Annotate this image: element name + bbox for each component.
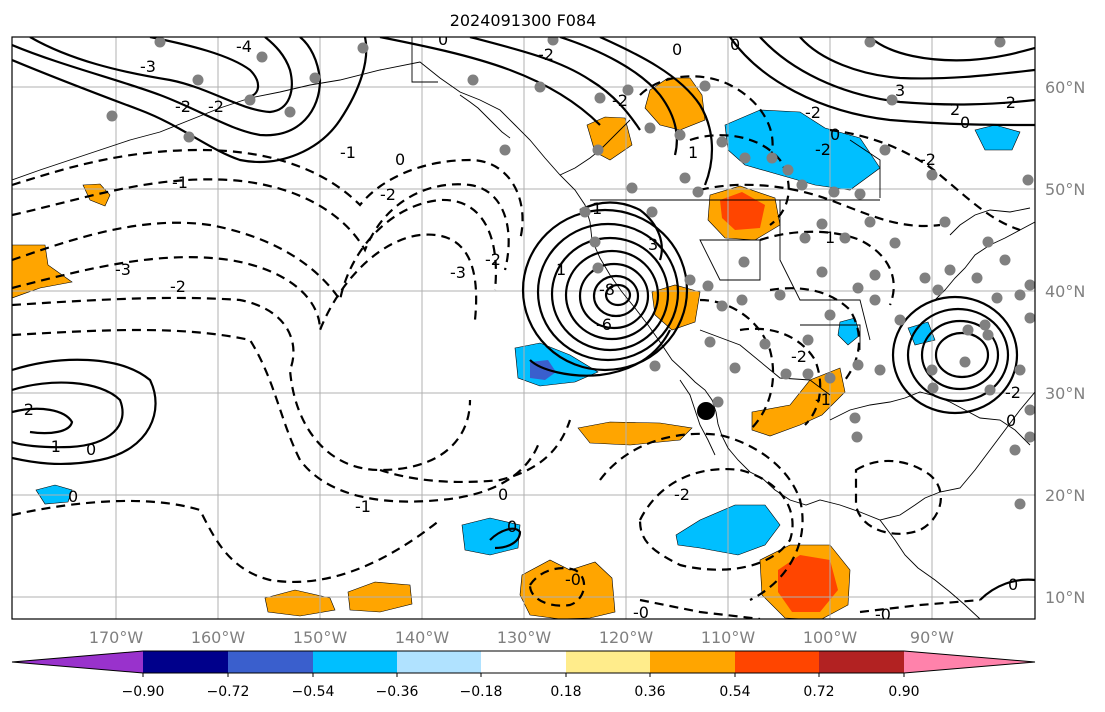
- colorbar-cell: [481, 651, 566, 673]
- contour-label: -1: [355, 497, 371, 516]
- colorbar-cell: [228, 651, 313, 673]
- contour-label: 0: [730, 35, 740, 54]
- lat-label: 20°N: [1045, 486, 1085, 505]
- colorbar-tick-label: 0.54: [719, 684, 750, 700]
- contour-label: -2: [1000, 93, 1016, 112]
- contour-label: 1: [825, 228, 835, 247]
- map-area: -4 -3 -2 -2 -1 0 -2 -1 -3 -2 -3 -2 -2 0 …: [12, 30, 1035, 624]
- longitude-labels: 170°W 160°W 150°W 140°W 130°W 120°W 110°…: [89, 628, 954, 647]
- contour-label: -2: [791, 347, 807, 366]
- contour-label: 0: [68, 487, 78, 506]
- lon-label: 160°W: [191, 628, 246, 647]
- contour-label: -2: [805, 103, 821, 122]
- contour-label: -2: [815, 140, 831, 159]
- contour-label: 3: [648, 235, 658, 254]
- colorbar: −0.90 −0.72 −0.54 −0.36 −0.18 0.18 0.36 …: [11, 650, 1036, 700]
- lon-label: 170°W: [89, 628, 144, 647]
- contour-label: 0: [86, 440, 96, 459]
- contour-label: -2: [612, 91, 628, 110]
- contour-label: -0: [875, 605, 891, 624]
- colorbar-extend-high: [904, 651, 1035, 673]
- lon-label: 110°W: [701, 628, 756, 647]
- colorbar-extend-low: [12, 651, 143, 673]
- location-marker: [697, 402, 715, 420]
- colorbar-cell: [735, 651, 819, 673]
- colorbar-cells: [11, 650, 1036, 674]
- contour-label: 1: [688, 143, 698, 162]
- contour-label: 0: [1006, 411, 1016, 430]
- contour-label: 0: [498, 485, 508, 504]
- station-dots: [106, 37, 1035, 510]
- contour-label: 0: [672, 40, 682, 59]
- colorbar-tick-label: −0.90: [122, 684, 165, 700]
- lon-label: 100°W: [803, 628, 858, 647]
- colorbar-cell: [397, 651, 481, 673]
- contour-label: -2: [920, 150, 936, 169]
- colorbar-tick-label: 0.36: [634, 684, 665, 700]
- contour-label: 0: [830, 125, 840, 144]
- contour-label: -2: [538, 45, 554, 64]
- lon-label: 140°W: [395, 628, 450, 647]
- contour-label: -2: [18, 400, 34, 419]
- colorbar-ticks: [142, 673, 905, 677]
- colorbar-cell: [566, 651, 650, 673]
- lon-label: 150°W: [293, 628, 348, 647]
- solid-contours: [12, 37, 1035, 601]
- contour-label: 0: [960, 113, 970, 132]
- dashed-contours: [12, 75, 1021, 619]
- colorbar-cell: [650, 651, 735, 673]
- lon-label: 90°W: [910, 628, 954, 647]
- lat-label: 30°N: [1045, 384, 1085, 403]
- contour-label: 3: [895, 81, 905, 100]
- contour-label: 0: [1008, 575, 1018, 594]
- colorbar-tick-label: 0.90: [888, 684, 919, 700]
- colorbar-tick-label: 0.72: [803, 684, 834, 700]
- colorbar-tick-label: 0.18: [550, 684, 581, 700]
- lon-label: 120°W: [599, 628, 654, 647]
- contour-label: -2: [175, 97, 191, 116]
- contour-label: 0: [438, 30, 448, 49]
- contour-label: -0: [633, 603, 649, 622]
- contour-label: -3: [140, 57, 156, 76]
- contour-label: -4: [236, 37, 252, 56]
- contour-label: -2: [485, 250, 501, 269]
- contour-label: 0: [395, 150, 405, 169]
- contour-label: -1: [815, 390, 831, 409]
- contour-label: -2: [170, 277, 186, 296]
- contour-label: -2: [380, 185, 396, 204]
- colorbar-cell: [819, 651, 904, 673]
- shaded-anomalies: [12, 77, 1021, 619]
- contour-labels: -4 -3 -2 -2 -1 0 -2 -1 -3 -2 -3 -2 -2 0 …: [18, 30, 1021, 624]
- contour-label: -2: [674, 485, 690, 504]
- contour-label: 0: [507, 517, 517, 536]
- lat-label: 40°N: [1045, 282, 1085, 301]
- contour-label: -3: [115, 260, 131, 279]
- contour-label: -8: [599, 280, 615, 299]
- contour-label: -3: [450, 263, 466, 282]
- lat-label: 50°N: [1045, 180, 1085, 199]
- contour-label: -2: [1005, 383, 1021, 402]
- colorbar-tick-label: −0.54: [292, 684, 335, 700]
- colorbar-tick-label: −0.36: [376, 684, 419, 700]
- latitude-labels: 60°N 50°N 40°N 30°N 20°N 10°N: [1045, 78, 1085, 607]
- contour-label: -6: [596, 315, 612, 334]
- contour-label: 1: [556, 260, 566, 279]
- colorbar-tick-label: −0.18: [460, 684, 503, 700]
- contour-label: 2: [950, 100, 960, 119]
- contour-label: -1: [172, 173, 188, 192]
- lat-label: 60°N: [1045, 78, 1085, 97]
- lat-label: 10°N: [1045, 588, 1085, 607]
- colorbar-cell: [313, 651, 397, 673]
- figure-title: 2024091300 F084: [450, 11, 597, 30]
- colorbar-tick-label: −0.72: [207, 684, 250, 700]
- contour-label: -0: [565, 570, 581, 589]
- contour-label: -2: [208, 97, 224, 116]
- map-frame: [11, 36, 1036, 620]
- colorbar-cell: [143, 651, 228, 673]
- contour-label: -1: [340, 143, 356, 162]
- lon-label: 130°W: [497, 628, 552, 647]
- contour-label: 1: [592, 199, 602, 218]
- contour-label: -1: [45, 437, 61, 456]
